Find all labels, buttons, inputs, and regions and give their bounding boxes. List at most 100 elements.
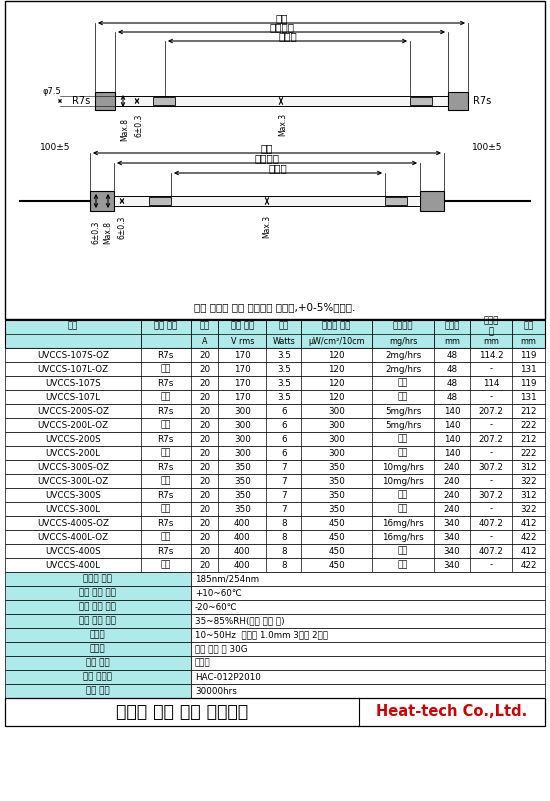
Text: Heat-tech Co.,Ltd.: Heat-tech Co.,Ltd. <box>376 705 527 719</box>
Text: 300: 300 <box>234 406 251 416</box>
Text: R7s: R7s <box>473 96 491 106</box>
Bar <box>5 404 545 418</box>
Text: 8: 8 <box>281 518 287 528</box>
Text: 6: 6 <box>281 421 287 429</box>
Text: UVCCS-107S-OZ: UVCCS-107S-OZ <box>37 351 109 360</box>
Text: 307.2: 307.2 <box>478 490 503 500</box>
Text: 412: 412 <box>520 546 537 556</box>
Bar <box>191 656 545 670</box>
Text: 7: 7 <box>281 477 287 485</box>
Text: 120: 120 <box>328 379 345 388</box>
Text: 212: 212 <box>520 406 537 416</box>
Text: 자외선 강도: 자외선 강도 <box>322 322 351 331</box>
Text: 422: 422 <box>520 561 537 570</box>
Text: 450: 450 <box>328 561 345 570</box>
Text: 20: 20 <box>199 434 210 444</box>
Text: 10mg/hrs: 10mg/hrs <box>382 462 424 472</box>
Text: -: - <box>490 392 493 401</box>
Text: 8: 8 <box>281 533 287 541</box>
Text: 유효 전압: 유효 전압 <box>230 322 254 331</box>
Bar <box>5 684 191 698</box>
Bar <box>420 191 444 211</box>
Text: 450: 450 <box>328 546 345 556</box>
Text: 발광장: 발광장 <box>278 31 297 41</box>
Text: UVCCS-400S: UVCCS-400S <box>45 546 101 556</box>
Text: 20: 20 <box>199 379 210 388</box>
Text: mg/hrs: mg/hrs <box>389 337 417 346</box>
Text: 222: 222 <box>520 449 537 457</box>
Text: 350: 350 <box>234 505 251 513</box>
Bar <box>5 614 191 628</box>
Text: 35~85%RH(결로 없는 것): 35~85%RH(결로 없는 것) <box>195 617 284 626</box>
Text: 400: 400 <box>234 546 251 556</box>
Text: 단자 형상: 단자 형상 <box>154 322 177 331</box>
Text: 전선: 전선 <box>161 477 171 485</box>
Text: 3.5: 3.5 <box>277 379 291 388</box>
Text: 발광장: 발광장 <box>268 163 287 173</box>
Bar <box>5 628 191 642</box>
Text: 전류: 전류 <box>200 322 210 331</box>
Text: 전선: 전선 <box>161 392 171 401</box>
Text: 없음: 없음 <box>398 392 408 401</box>
Text: 300: 300 <box>328 421 345 429</box>
Text: 350: 350 <box>328 462 345 472</box>
Text: 185nm/254nm: 185nm/254nm <box>195 574 259 583</box>
Bar <box>115 96 448 106</box>
Text: 322: 322 <box>520 477 537 485</box>
Text: 20: 20 <box>199 406 210 416</box>
Bar <box>385 197 407 205</box>
Text: Max.3: Max.3 <box>262 215 272 238</box>
Bar <box>5 488 545 502</box>
Text: 48: 48 <box>447 364 458 373</box>
Text: 307.2: 307.2 <box>478 462 503 472</box>
Bar <box>191 670 545 684</box>
Text: UVCCS-200S: UVCCS-200S <box>45 434 101 444</box>
Text: 350: 350 <box>234 490 251 500</box>
Text: 300: 300 <box>328 434 345 444</box>
Text: 10~50Hz  진동폭 1.0mm 3방향 2시간: 10~50Hz 진동폭 1.0mm 3방향 2시간 <box>195 630 328 639</box>
Text: 7: 7 <box>281 490 287 500</box>
Text: HAC-012P2010: HAC-012P2010 <box>195 673 261 682</box>
Text: 없음: 없음 <box>398 546 408 556</box>
Bar <box>5 390 545 404</box>
Text: 119: 119 <box>520 379 537 388</box>
Text: 오산생성: 오산생성 <box>393 322 414 331</box>
Text: 6: 6 <box>281 434 287 444</box>
Bar <box>5 530 545 544</box>
Text: 7: 7 <box>281 505 287 513</box>
Text: 340: 340 <box>444 546 460 556</box>
Text: 400: 400 <box>234 533 251 541</box>
Text: 20: 20 <box>199 462 210 472</box>
Text: 제품 공차는 유리 제품이기 때문에,+0-5%입니다.: 제품 공차는 유리 제품이기 때문에,+0-5%입니다. <box>194 302 356 312</box>
Text: 20: 20 <box>199 561 210 570</box>
Text: φ7.5: φ7.5 <box>43 87 62 96</box>
Text: 없음: 없음 <box>398 490 408 500</box>
Text: 20: 20 <box>199 364 210 373</box>
Text: UVCCS-300S-OZ: UVCCS-300S-OZ <box>37 462 109 472</box>
Bar <box>5 544 545 558</box>
Text: 119: 119 <box>520 351 537 360</box>
Text: 전장: 전장 <box>524 322 534 331</box>
Text: 16mg/hrs: 16mg/hrs <box>382 533 424 541</box>
Text: 유리관장: 유리관장 <box>255 153 279 163</box>
Bar <box>5 460 545 474</box>
Text: 전선: 전선 <box>161 561 171 570</box>
Text: 400: 400 <box>234 561 251 570</box>
Bar <box>5 600 191 614</box>
Text: 3.5: 3.5 <box>277 392 291 401</box>
Bar <box>5 502 545 516</box>
Text: 350: 350 <box>234 462 251 472</box>
Text: 3.5: 3.5 <box>277 364 291 373</box>
Text: 발광장: 발광장 <box>444 322 460 331</box>
Bar <box>191 614 545 628</box>
Bar <box>5 586 191 600</box>
Text: 350: 350 <box>328 505 345 513</box>
Text: UVCCS-300L-OZ: UVCCS-300L-OZ <box>37 477 108 485</box>
Text: UVCCS-107L: UVCCS-107L <box>45 392 100 401</box>
Text: 점등 방식: 점등 방식 <box>86 658 110 667</box>
Text: UVCCS-200L-OZ: UVCCS-200L-OZ <box>37 421 108 429</box>
Text: Max.8: Max.8 <box>103 221 113 244</box>
Text: 240: 240 <box>444 505 460 513</box>
Text: 7: 7 <box>281 462 287 472</box>
Text: -: - <box>490 561 493 570</box>
